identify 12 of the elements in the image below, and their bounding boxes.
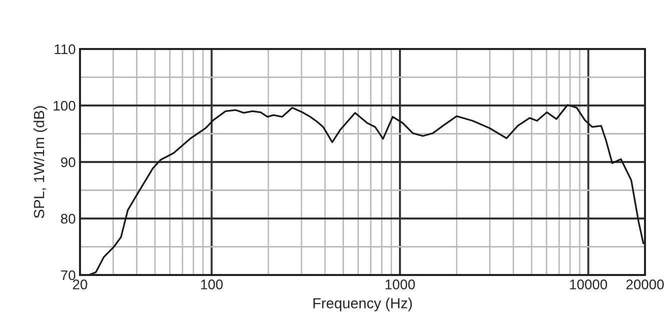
y-axis-title: SPL, 1W/1m (dB) bbox=[34, 106, 48, 218]
y-tick-label: 80 bbox=[60, 214, 76, 224]
y-tick-label: 110 bbox=[54, 44, 76, 54]
x-tick-label: 1000 bbox=[386, 280, 415, 290]
x-tick-label: 20 bbox=[72, 280, 88, 290]
x-tick-label: 10000 bbox=[570, 280, 608, 290]
x-axis-title: Frequency (Hz) bbox=[313, 298, 412, 312]
x-tick-label: 20000 bbox=[626, 280, 664, 290]
y-tick-label: 100 bbox=[54, 100, 76, 111]
x-tick-label: 100 bbox=[201, 280, 223, 290]
y-tick-label: 70 bbox=[61, 270, 76, 280]
y-tick-label: 90 bbox=[61, 157, 76, 168]
